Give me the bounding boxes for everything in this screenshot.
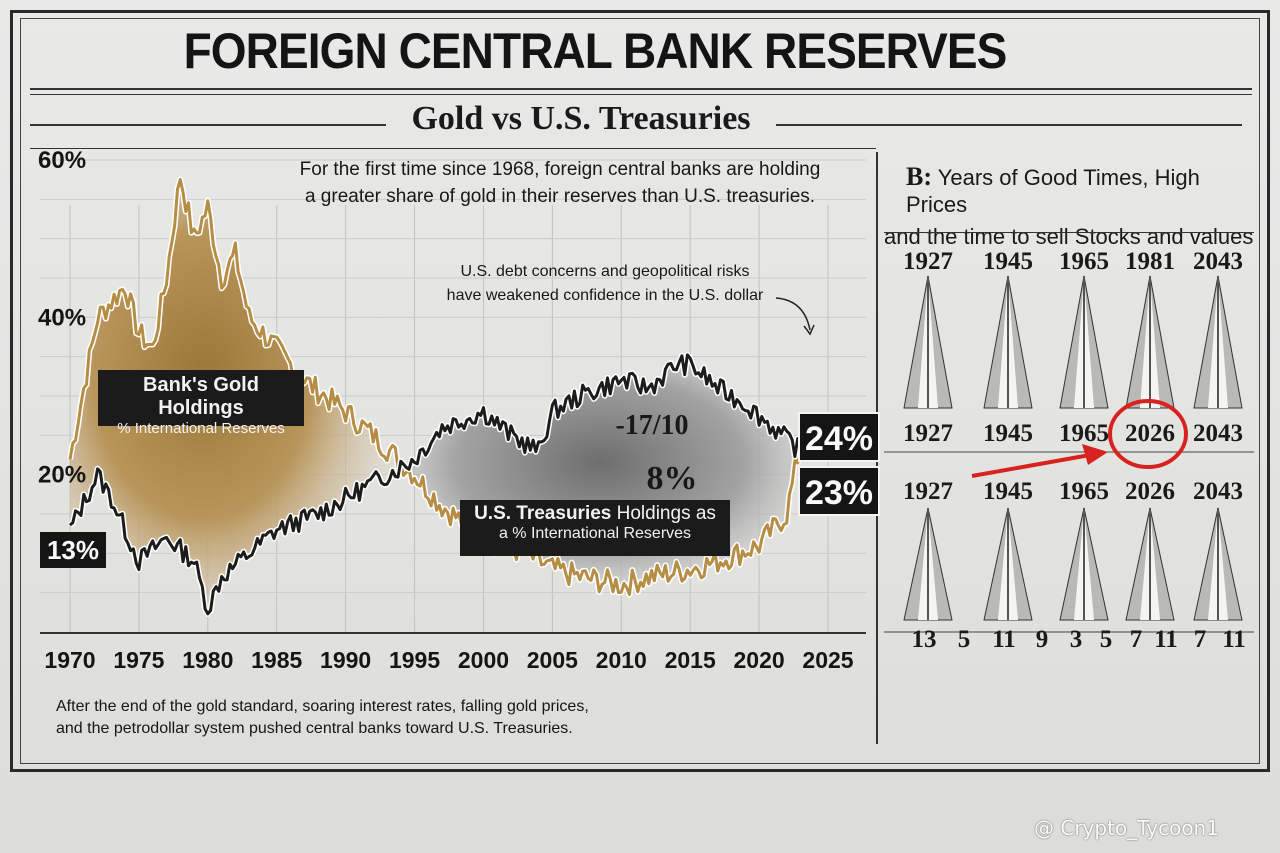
interval-number-5: 5	[1099, 626, 1113, 653]
treasury-label-title-rest: Holdings as	[611, 503, 716, 524]
interval-number-0: 13	[911, 626, 937, 653]
row2-year-1945-1: 1945	[983, 420, 1033, 447]
interval-number-4: 3	[1069, 626, 1083, 653]
row2-year-2026-3: 2026	[1125, 420, 1175, 447]
spike-top-2	[1059, 275, 1109, 409]
y-tick-label-0: 60%	[38, 147, 86, 174]
gold-label-sub: % International Reserves	[117, 420, 285, 437]
spike-top-1	[983, 275, 1033, 409]
gold-line	[68, 178, 802, 596]
badge-13-percent: 13%	[40, 532, 106, 568]
row1-year-1981-3: 1981	[1125, 248, 1175, 275]
top-note-line2: a greater share of gold in their reserve…	[304, 186, 816, 207]
row3-year-2026-3: 2026	[1125, 478, 1175, 505]
panel-b-letter: B:	[906, 162, 932, 191]
treasury-line	[69, 353, 802, 616]
gold-label-title: Bank's Gold Holdings	[143, 374, 259, 419]
panel-b-title-line1: Years of Good Times, High Prices	[906, 165, 1200, 217]
title-rule	[30, 88, 1252, 90]
x-tick-label-2005: 2005	[527, 647, 578, 673]
interval-number-1: 5	[957, 626, 971, 653]
interval-number-8: 7	[1193, 626, 1207, 653]
badge-23-percent: 23%	[798, 466, 880, 516]
x-tick-label-1975: 1975	[113, 647, 164, 673]
x-tick-label-1995: 1995	[389, 647, 440, 673]
debt-note-arrow	[775, 297, 811, 331]
row3-year-2043-4: 2043	[1193, 478, 1243, 505]
title-rule-thin	[30, 94, 1252, 95]
watermark: @ Crypto_Tycoon1	[1034, 816, 1219, 840]
chart-top-rule	[30, 148, 876, 149]
y-tick-label-1: 40%	[38, 304, 86, 331]
bottom-note-line1: After the end of the gold standard, soar…	[56, 698, 589, 715]
highlight-circle	[1108, 399, 1188, 469]
x-axis-rule	[40, 632, 866, 634]
gold-series-label: Bank's Gold Holdings % International Res…	[98, 370, 304, 437]
row3-year-1927-0: 1927	[903, 478, 953, 505]
bottom-note-line2: and the petrodollar system pushed centra…	[56, 720, 573, 737]
mid-value-ratio: -17/10	[615, 410, 689, 441]
row2-year-1927-0: 1927	[903, 420, 953, 447]
x-tick-label-1985: 1985	[251, 647, 302, 673]
x-tick-label-2025: 2025	[802, 647, 853, 673]
spike-top-0	[903, 275, 953, 409]
interval-number-2: 11	[992, 626, 1016, 653]
interval-number-7: 11	[1154, 626, 1178, 653]
row1-year-1927-0: 1927	[903, 248, 953, 275]
interval-number-9: 11	[1222, 626, 1246, 653]
x-tick-label-2015: 2015	[665, 647, 716, 673]
treasury-label-sub: a % International Reserves	[498, 525, 692, 542]
row2-year-1965-2: 1965	[1059, 420, 1109, 447]
panel-b-rule	[884, 232, 1254, 233]
x-tick-label-1970: 1970	[44, 647, 95, 673]
spike-top-4	[1193, 275, 1243, 409]
spike-bottom-1	[983, 507, 1033, 621]
highlight-arrowhead	[1082, 444, 1108, 465]
row2-year-2043-4: 2043	[1193, 420, 1243, 447]
spike-bottom-2	[1059, 507, 1109, 621]
subtitle-rule-left	[30, 124, 386, 126]
outer-frame	[10, 10, 1270, 772]
spike-top-3	[1125, 275, 1175, 409]
debt-note-arrowhead	[803, 324, 815, 336]
debt-note-line1: U.S. debt concerns and geopolitical risk…	[460, 263, 750, 280]
highlight-arrow	[971, 453, 1091, 478]
interval-number-6: 7	[1129, 626, 1143, 653]
row1-year-1965-2: 1965	[1059, 248, 1109, 275]
panel-b-title-line2: and the time to sell Stocks and values	[884, 224, 1254, 249]
y-tick-label-2: 20%	[38, 462, 86, 489]
top-note: For the first time since 1968, foreign c…	[270, 156, 850, 210]
panel-b-title: B: Years of Good Times, High Prices and …	[884, 162, 1264, 250]
spike-bottom-3	[1125, 507, 1175, 621]
page-title: FOREIGN CENTRAL BANK RESERVES	[183, 23, 1008, 79]
debt-note: U.S. debt concerns and geopolitical risk…	[430, 260, 780, 308]
interval-number-3: 9	[1035, 626, 1049, 653]
x-tick-label-1990: 1990	[320, 647, 371, 673]
spike-bottom-0	[903, 507, 953, 621]
row1-year-2043-4: 2043	[1193, 248, 1243, 275]
x-tick-label-1980: 1980	[182, 647, 233, 673]
spike-bottom-4	[1193, 507, 1243, 621]
row1-year-1945-1: 1945	[983, 248, 1033, 275]
treasury-series-label: U.S. Treasuries Holdings as a % Internat…	[460, 500, 730, 556]
row3-year-1945-1: 1945	[983, 478, 1033, 505]
badge-24-percent: 24%	[798, 412, 880, 462]
x-tick-label-2000: 2000	[458, 647, 509, 673]
panel-b-graphics	[884, 275, 1254, 633]
top-note-line1: For the first time since 1968, foreign c…	[299, 159, 821, 180]
subtitle-rule-right	[776, 124, 1242, 126]
bottom-note: After the end of the gold standard, soar…	[56, 696, 816, 740]
x-tick-label-2010: 2010	[596, 647, 647, 673]
x-tick-label-2020: 2020	[734, 647, 785, 673]
row3-year-1965-2: 1965	[1059, 478, 1109, 505]
mid-value-percent: 8%	[646, 460, 698, 497]
debt-note-line2: have weakened confidence in the U.S. dol…	[446, 287, 764, 304]
chart-subtitle: Gold vs U.S. Treasuries	[386, 100, 776, 138]
treasury-label-title: U.S. Treasuries	[474, 503, 612, 524]
inner-frame	[20, 18, 1260, 764]
